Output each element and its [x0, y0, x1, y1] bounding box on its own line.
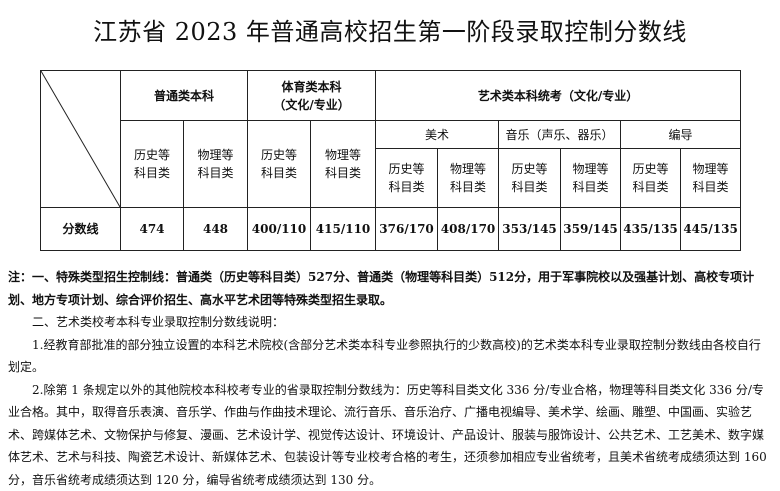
- header-general-physics: 物理等科目类: [184, 121, 248, 208]
- header-art-physics: 物理等科目类: [438, 149, 499, 208]
- score-cell: 353/145: [499, 208, 561, 251]
- score-row: 分数线 474 448 400/110 415/110 376/170 408/…: [41, 208, 741, 251]
- score-cell: 435/135: [621, 208, 681, 251]
- score-cell: 445/135: [681, 208, 741, 251]
- header-art-history: 历史等科目类: [376, 149, 438, 208]
- note-special: 注：一、特殊类型招生控制线：普通类（历史等科目类）527分、普通类（物理等科目类…: [8, 266, 772, 311]
- note-item-2: 2.除第 1 条规定以外的其他院校本科校考专业的省录取控制分数线为：历史等科目类…: [8, 379, 772, 491]
- page-title: 江苏省 2023 年普通高校招生第一阶段录取控制分数线: [0, 12, 780, 47]
- row-label: 分数线: [41, 208, 121, 251]
- note-item-1: 1.经教育部批准的部分独立设置的本科艺术院校(含部分艺术类本科专业参照执行的少数…: [8, 334, 772, 379]
- header-art-history: 历史等科目类: [621, 149, 681, 208]
- score-cell: 448: [184, 208, 248, 251]
- score-table: 普通类本科 体育类本科（文化/专业） 艺术类本科统考（文化/专业） 历史等科目类…: [40, 70, 741, 251]
- header-sports: 体育类本科（文化/专业）: [248, 71, 376, 121]
- header-sports-physics: 物理等科目类: [311, 121, 376, 208]
- header-art: 艺术类本科统考（文化/专业）: [376, 71, 741, 121]
- header-art-fine: 美术: [376, 121, 499, 149]
- score-cell: 376/170: [376, 208, 438, 251]
- score-cell: 415/110: [311, 208, 376, 251]
- score-cell: 400/110: [248, 208, 311, 251]
- note-art-heading: 二、艺术类校考本科专业录取控制分数线说明：: [8, 311, 772, 334]
- header-sports-history: 历史等科目类: [248, 121, 311, 208]
- score-cell: 408/170: [438, 208, 499, 251]
- header-art-history: 历史等科目类: [499, 149, 561, 208]
- score-cell: 474: [121, 208, 184, 251]
- diagonal-header-cell: [41, 71, 121, 208]
- header-general: 普通类本科: [121, 71, 248, 121]
- header-art-music: 音乐（声乐、器乐）: [499, 121, 621, 149]
- score-cell: 359/145: [561, 208, 621, 251]
- header-art-physics: 物理等科目类: [681, 149, 741, 208]
- header-art-physics: 物理等科目类: [561, 149, 621, 208]
- notes: 注：一、特殊类型招生控制线：普通类（历史等科目类）527分、普通类（物理等科目类…: [8, 266, 772, 491]
- header-art-directing: 编导: [621, 121, 741, 149]
- header-general-history: 历史等科目类: [121, 121, 184, 208]
